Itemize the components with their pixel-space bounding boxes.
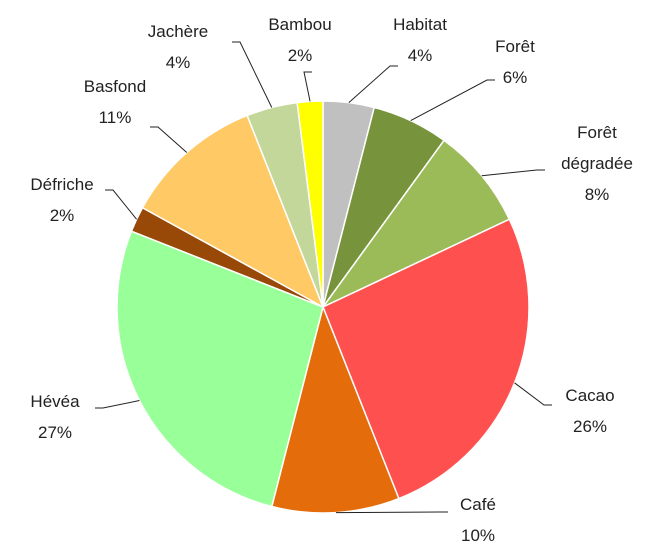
value-label: 6% (502, 68, 528, 87)
value-label: 4% (165, 53, 191, 72)
slice-label: Jachère 4% (133, 16, 223, 78)
category-label: Défriche (30, 175, 94, 194)
leader-line (481, 169, 545, 177)
pie-slice (141, 114, 325, 309)
leader-line (232, 41, 273, 108)
leader-line (150, 126, 188, 153)
slice-label: Café 10% (433, 489, 523, 546)
slice-label: Forêt dégradée 8% (552, 117, 642, 210)
category-label: Forêt dégradée (561, 123, 633, 173)
value-label: 26% (572, 417, 608, 436)
value-label: 4% (407, 46, 433, 65)
value-label: 2% (287, 46, 313, 65)
pie-slice (270, 304, 400, 514)
slice-label: Défriche 2% (17, 169, 107, 231)
category-label: Hévéa (30, 392, 80, 411)
category-label: Café (460, 495, 496, 514)
category-label: Basfond (83, 77, 147, 96)
value-label: 10% (460, 526, 496, 545)
leader-line (335, 511, 448, 514)
category-label: Habitat (393, 15, 447, 34)
slice-label: Habitat 4% (375, 9, 465, 71)
slice-label: Forêt 6% (470, 31, 560, 93)
leader-line (410, 79, 495, 122)
category-label: Bambou (268, 15, 332, 34)
pie-slice (322, 218, 530, 500)
leader-line (95, 400, 140, 409)
slice-label: Cacao 26% (545, 380, 635, 442)
value-label: 8% (584, 185, 610, 204)
slice-label: Basfond 11% (70, 71, 160, 133)
slice-label: Hévéa 27% (10, 386, 100, 448)
leader-line (303, 71, 312, 102)
leader-line (514, 382, 552, 406)
value-label: 2% (49, 206, 75, 225)
category-label: Jachère (147, 22, 209, 41)
category-label: Forêt (495, 37, 535, 56)
value-label: 27% (37, 423, 73, 442)
leader-line (348, 65, 398, 103)
value-label: 11% (98, 108, 132, 127)
category-label: Cacao (565, 386, 615, 405)
slice-label: Bambou 2% (255, 9, 345, 71)
leader-line (105, 189, 137, 220)
pie-slice (322, 139, 511, 308)
